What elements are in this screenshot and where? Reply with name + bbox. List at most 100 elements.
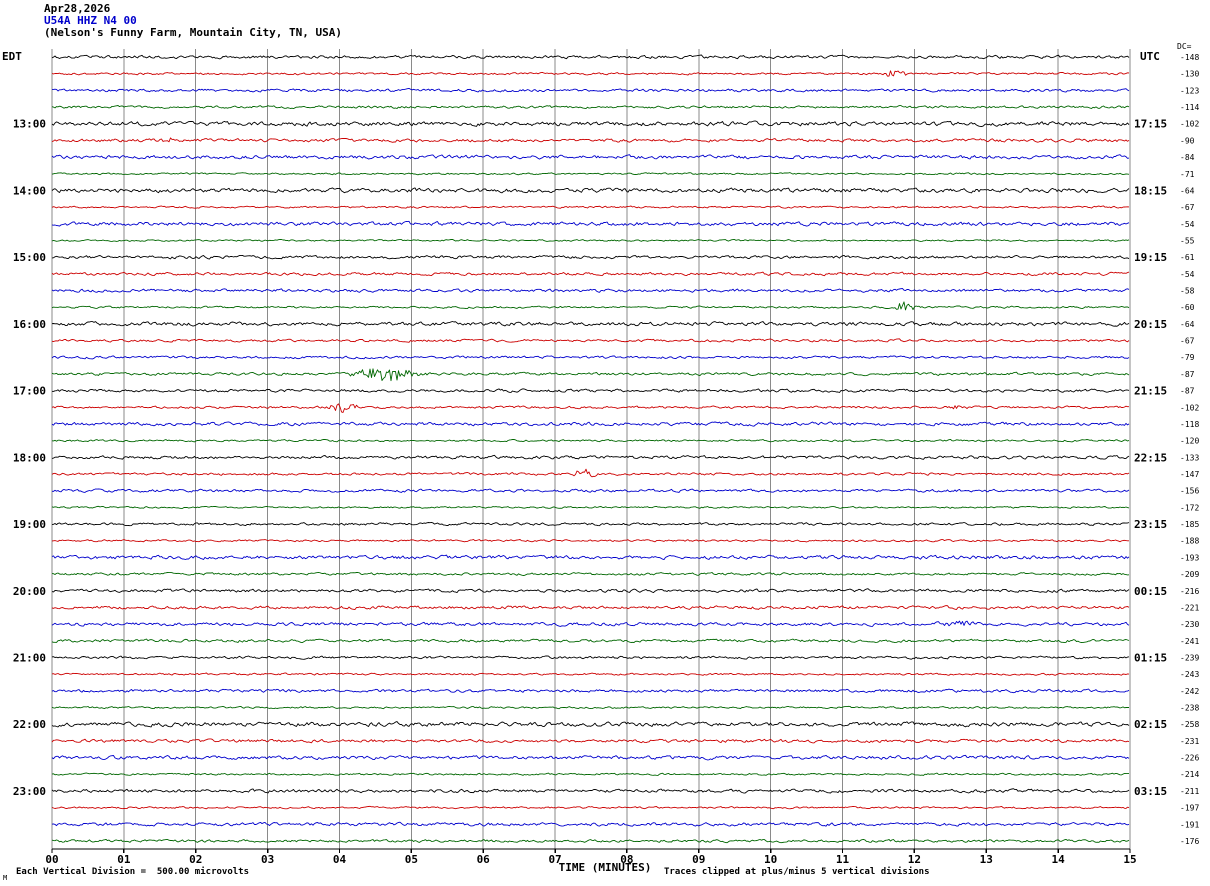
seismo-trace-row-47 [51, 838, 1130, 844]
seismo-trace-row-32 [51, 588, 1130, 594]
dc-offset-value: -221 [1180, 603, 1199, 612]
dc-offset-value: -211 [1180, 787, 1199, 796]
x-tick-label: 02 [189, 853, 202, 866]
seismo-trace-row-13 [51, 271, 1130, 277]
dc-offset-value: -60 [1180, 303, 1195, 312]
dc-offset-value: -87 [1180, 387, 1195, 396]
x-axis-title: TIME (MINUTES) [558, 861, 652, 874]
x-tick-label: 15 [1123, 853, 1136, 866]
edt-time-label: 13:00 [13, 118, 46, 131]
seismo-trace-row-12 [51, 254, 1130, 260]
utc-time-label: 17:15 [1134, 118, 1167, 131]
seismo-trace-row-10 [51, 220, 1130, 227]
seismo-trace-row-46 [51, 821, 1130, 827]
dc-offset-value: -176 [1180, 837, 1199, 846]
dc-offset-value: -188 [1180, 537, 1199, 546]
edt-time-label: 14:00 [13, 184, 46, 197]
seismo-trace-row-44 [51, 788, 1130, 794]
dc-offset-value: -114 [1180, 103, 1199, 112]
seismo-trace-row-16 [51, 321, 1130, 327]
seismo-trace-row-19 [51, 368, 1130, 382]
edt-time-label: 20:00 [13, 585, 46, 598]
utc-header: UTC [1140, 50, 1160, 63]
x-tick-label: 09 [692, 853, 705, 866]
x-tick-label: 12 [908, 853, 921, 866]
edt-time-label: 17:00 [13, 385, 46, 398]
dc-offset-value: -241 [1180, 637, 1199, 646]
dc-offset-value: -58 [1180, 287, 1195, 296]
seismo-trace-row-36 [51, 655, 1130, 660]
seismo-trace-row-35 [51, 638, 1130, 644]
x-tick-label: 04 [333, 853, 347, 866]
edt-time-label: 23:00 [13, 785, 46, 798]
x-tick-label: 13 [980, 853, 993, 866]
dc-offset-value: -55 [1180, 236, 1195, 245]
dc-offset-value: -102 [1180, 403, 1199, 412]
seismo-trace-row-8 [51, 187, 1130, 194]
dc-offset-value: -118 [1180, 420, 1199, 429]
seismo-trace-row-17 [51, 338, 1130, 343]
station-title: U54A HHZ N4 00 [44, 14, 137, 27]
dc-header: DC= [1177, 42, 1192, 51]
dc-offset-value: -226 [1180, 754, 1199, 763]
x-tick-label: 10 [764, 853, 777, 866]
utc-time-label: 18:15 [1134, 184, 1167, 197]
x-tick-label: 08 [620, 853, 633, 866]
dc-offset-value: -214 [1180, 770, 1199, 779]
dc-offset-value: -102 [1180, 120, 1199, 129]
edt-header: EDT [2, 50, 22, 63]
edt-time-label: 18:00 [13, 451, 46, 464]
seismo-trace-row-30 [51, 554, 1130, 561]
seismo-trace-row-39 [51, 705, 1129, 710]
seismo-trace-row-28 [51, 521, 1130, 527]
x-tick-label: 00 [45, 853, 58, 866]
dc-offset-value: -123 [1180, 86, 1199, 95]
seismo-trace-row-23 [51, 438, 1130, 443]
title-block: Apr28,2026 U54A HHZ N4 00 (Nelson's Funn… [44, 3, 342, 39]
dc-offset-value: -258 [1180, 720, 1199, 729]
dc-offset-value: -231 [1180, 737, 1199, 746]
utc-time-label: 01:15 [1134, 651, 1167, 664]
seismo-trace-row-24 [51, 454, 1130, 460]
seismo-trace-row-18 [51, 355, 1130, 360]
dc-offset-value: -90 [1180, 136, 1195, 145]
utc-time-label: 22:15 [1134, 451, 1167, 464]
dc-offset-value: -147 [1180, 470, 1199, 479]
dc-offset-value: -238 [1180, 704, 1199, 713]
dc-offset-value: -243 [1180, 670, 1199, 679]
seismo-trace-row-31 [51, 571, 1130, 576]
utc-time-label: 20:15 [1134, 318, 1167, 331]
edt-time-label: 16:00 [13, 318, 46, 331]
seismo-trace-row-6 [51, 154, 1130, 160]
dc-offset-value: -242 [1180, 687, 1199, 696]
corner-mark: M [3, 874, 8, 882]
dc-offset-value: -172 [1180, 503, 1199, 512]
x-tick-label: 01 [117, 853, 131, 866]
seismo-trace-row-0 [51, 54, 1130, 60]
x-tick-label: 05 [405, 853, 418, 866]
dc-offset-value: -67 [1180, 337, 1195, 346]
location-title: (Nelson's Funny Farm, Mountain City, TN,… [44, 26, 343, 39]
dc-offset-value: -185 [1180, 520, 1199, 529]
dc-offset-value: -216 [1180, 587, 1199, 596]
seismo-trace-row-9 [51, 205, 1130, 209]
dc-offset-value: -87 [1180, 370, 1195, 379]
dc-offset-value: -239 [1180, 653, 1199, 662]
seismo-trace-row-42 [51, 754, 1130, 761]
dc-offset-value: -148 [1180, 53, 1199, 62]
seismo-trace-row-22 [51, 421, 1130, 427]
seismo-trace-row-43 [51, 772, 1129, 776]
edt-time-label: 19:00 [13, 518, 46, 531]
dc-offset-value: -54 [1180, 220, 1195, 229]
dc-offset-value: -120 [1180, 437, 1199, 446]
seismo-trace-row-2 [52, 87, 1130, 93]
seismo-trace-row-20 [51, 388, 1130, 393]
dc-offset-value: -209 [1180, 570, 1199, 579]
seismo-trace-row-40 [51, 721, 1130, 728]
clip-note: Traces clipped at plus/minus 5 vertical … [664, 867, 930, 877]
utc-time-label: 02:15 [1134, 718, 1167, 731]
seismo-trace-row-7 [51, 172, 1130, 176]
dc-offset-value: -67 [1180, 203, 1195, 212]
